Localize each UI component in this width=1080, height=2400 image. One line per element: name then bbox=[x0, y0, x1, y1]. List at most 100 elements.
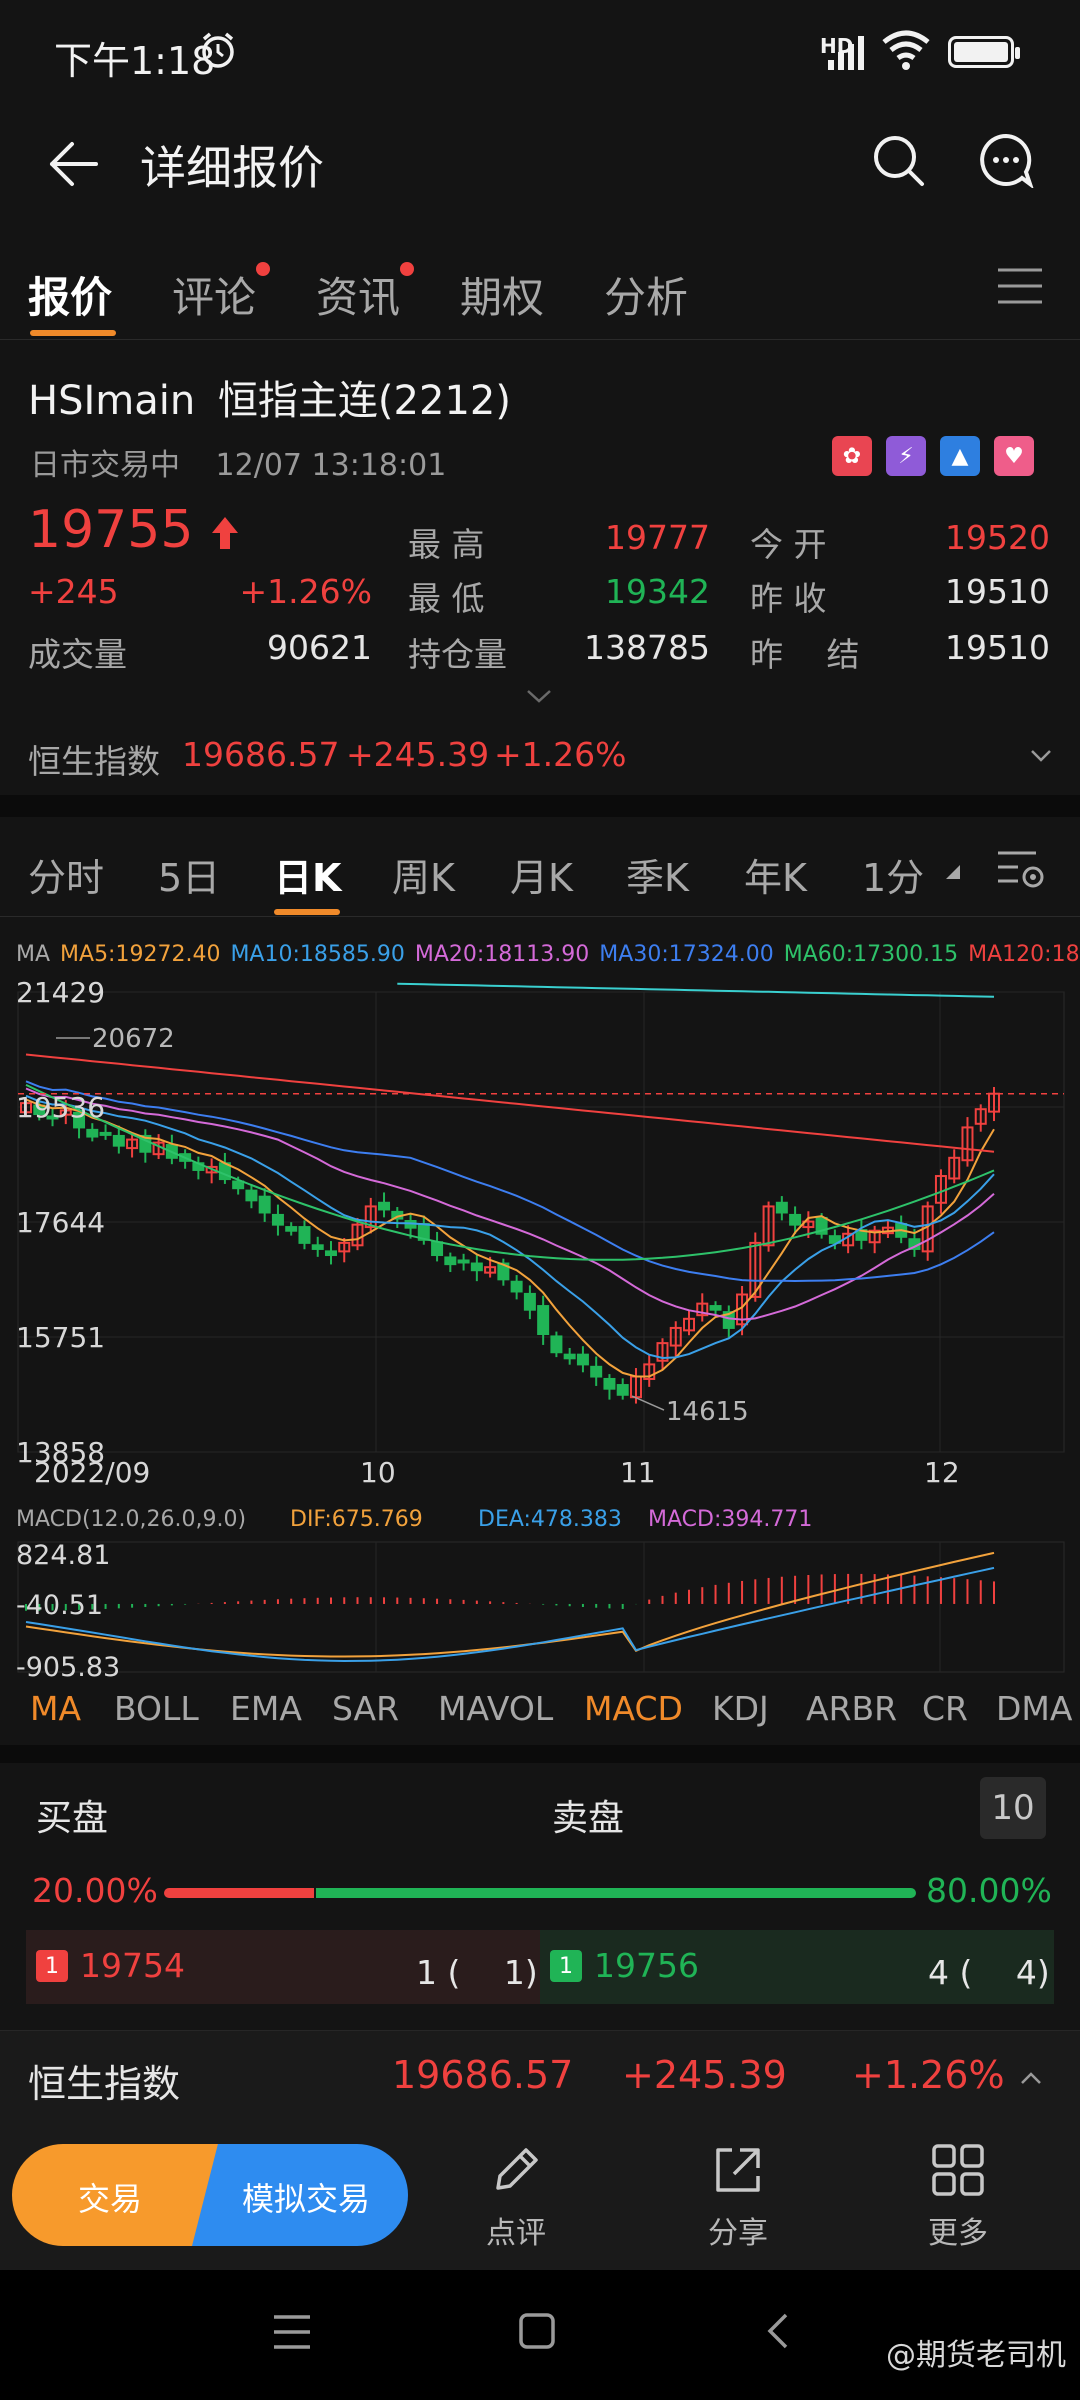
chart-settings-icon[interactable] bbox=[996, 849, 1046, 891]
back-arrow-icon[interactable] bbox=[44, 136, 100, 192]
tab-news[interactable]: 资讯 bbox=[316, 262, 415, 325]
candle-body bbox=[550, 1335, 563, 1354]
indicator-tab-mavol[interactable]: MAVOL bbox=[438, 1689, 554, 1728]
open-value: 19520 bbox=[945, 518, 1050, 557]
dea-line bbox=[25, 1566, 995, 1663]
section-tabs: 报价 评论 资讯 期权 分析 bbox=[0, 240, 1080, 340]
tab-1min[interactable]: 1分 bbox=[862, 847, 924, 902]
candle-body bbox=[73, 1111, 86, 1129]
prev-close-value: 19510 bbox=[945, 572, 1050, 611]
ask-ratio: 80.00% bbox=[926, 1871, 1052, 1910]
open-label: 今 开 bbox=[750, 525, 827, 564]
macd-y-tick-label: -40.51 bbox=[16, 1590, 103, 1621]
trade-button-label: 交易 bbox=[78, 2180, 143, 2218]
last-price: 19755 bbox=[28, 500, 240, 560]
candle-body bbox=[99, 1131, 112, 1136]
macd-y-tick-label: -905.83 bbox=[16, 1652, 120, 1683]
bid-row: 1 19754 1 ( 1) bbox=[26, 1930, 540, 2004]
tab-daily-k[interactable]: 日K bbox=[274, 856, 342, 900]
share-action[interactable]: 分享 bbox=[678, 2142, 798, 2252]
tab-yearly-k[interactable]: 年K bbox=[744, 856, 807, 900]
candle-body bbox=[205, 1165, 218, 1174]
candle-body bbox=[563, 1353, 576, 1360]
recent-apps-icon[interactable] bbox=[272, 2314, 312, 2350]
dropdown-triangle-icon[interactable] bbox=[946, 865, 960, 879]
alarm-icon bbox=[202, 32, 234, 68]
candle-body bbox=[815, 1216, 828, 1235]
index-summary[interactable]: 恒生指数 19686.57 +245.39 +1.26% bbox=[0, 725, 1080, 795]
candle-body bbox=[510, 1280, 523, 1293]
nav-back-icon[interactable] bbox=[766, 2312, 790, 2350]
candle-body bbox=[961, 1126, 974, 1162]
settle-label: 昨 结 bbox=[750, 635, 860, 674]
settle-value: 19510 bbox=[945, 628, 1050, 667]
candle-body bbox=[258, 1195, 271, 1214]
tab-label: 分析 bbox=[604, 273, 689, 322]
trade-button[interactable]: 交易 bbox=[12, 2144, 232, 2246]
candle-body bbox=[338, 1241, 351, 1253]
indicator-tab-boll[interactable]: BOLL bbox=[114, 1689, 199, 1728]
chevron-down-icon[interactable] bbox=[1030, 749, 1052, 763]
grid-icon bbox=[932, 2144, 984, 2196]
index-value: 19686.57 bbox=[182, 735, 340, 774]
indicator-tab-ema[interactable]: EMA bbox=[230, 1689, 302, 1728]
candle-body bbox=[576, 1353, 589, 1366]
tab-quarterly-k[interactable]: 季K bbox=[626, 856, 689, 900]
ma60-line bbox=[25, 1083, 995, 1261]
battery-icon bbox=[948, 36, 1020, 68]
active-chart-tab-indicator bbox=[274, 909, 340, 915]
last-price-value: 19755 bbox=[28, 500, 194, 560]
simulated-trade-button[interactable]: 模拟交易 bbox=[192, 2144, 408, 2246]
comment-action[interactable]: 点评 bbox=[456, 2142, 576, 2252]
volume-label: 成交量 bbox=[28, 635, 127, 674]
x-tick-label: 12 bbox=[924, 1456, 960, 1489]
chat-bubble-icon[interactable] bbox=[978, 132, 1034, 188]
tab-intraday[interactable]: 分时 bbox=[28, 856, 105, 900]
kline-chart[interactable]: MA MA5:19272.40 MA10:18585.90 MA20:18113.90… bbox=[0, 920, 1080, 1740]
candle-body bbox=[762, 1205, 775, 1247]
search-icon[interactable] bbox=[870, 132, 926, 188]
candle-body bbox=[828, 1235, 841, 1244]
tab-5day[interactable]: 5日 bbox=[158, 856, 221, 900]
ask-row: 1 19756 4 ( 4) bbox=[540, 1930, 1054, 2004]
x-tick-label: 10 bbox=[360, 1456, 396, 1489]
indicator-tab-arbr[interactable]: ARBR bbox=[806, 1689, 898, 1728]
tab-options[interactable]: 期权 bbox=[460, 264, 544, 325]
candle-body bbox=[616, 1384, 629, 1396]
session-info: 日市交易中 12/07 13:18:01 bbox=[30, 440, 446, 484]
ma-legend-item: MA60:17300.15 bbox=[783, 942, 959, 967]
macd-y-tick-label: 824.81 bbox=[16, 1540, 110, 1571]
home-icon[interactable] bbox=[518, 2312, 556, 2350]
indicator-tab-macd[interactable]: MACD bbox=[584, 1689, 683, 1728]
chevron-up-icon[interactable] bbox=[1020, 2071, 1042, 2085]
hamburger-menu-icon[interactable] bbox=[996, 266, 1044, 306]
ma-line bbox=[25, 1094, 995, 1360]
depth-selector[interactable]: 10 bbox=[980, 1777, 1046, 1839]
tab-analysis[interactable]: 分析 bbox=[604, 264, 688, 325]
instrument-code: HSImain bbox=[28, 378, 196, 424]
candle-body bbox=[139, 1134, 152, 1153]
indicator-tab-kdj[interactable]: KDJ bbox=[712, 1689, 769, 1728]
bid-ratio: 20.00% bbox=[32, 1871, 158, 1910]
tab-monthly-k[interactable]: 月K bbox=[510, 856, 573, 900]
indicator-tab-ma[interactable]: MA bbox=[30, 1689, 82, 1728]
tab-weekly-k[interactable]: 周K bbox=[392, 856, 455, 900]
tab-comments[interactable]: 评论 bbox=[172, 262, 271, 325]
indicator-tab-sar[interactable]: SAR bbox=[332, 1689, 400, 1728]
status-time: 下午1:18 bbox=[54, 39, 216, 83]
bottom-index-bar[interactable]: 恒生指数 19686.57 +245.39 +1.26% bbox=[0, 2030, 1080, 2120]
status-bar: 下午1:18 HD bbox=[0, 0, 1080, 110]
candle-body bbox=[457, 1259, 470, 1264]
indicator-tab-cr[interactable]: CR bbox=[922, 1689, 968, 1728]
high-annotation: 20672 bbox=[92, 1024, 175, 1054]
expand-chevron-icon[interactable] bbox=[526, 688, 552, 704]
favorite-heart-icon[interactable]: ♥ bbox=[994, 436, 1034, 476]
price-change: +245 bbox=[28, 572, 119, 611]
more-action[interactable]: 更多 bbox=[898, 2142, 1018, 2252]
candle-body bbox=[974, 1108, 987, 1125]
candle-body bbox=[46, 1115, 59, 1120]
indicator-tabs: MA BOLL EMA SAR MAVOL MACD KDJ ARBR CR DMA bbox=[0, 1683, 1080, 1741]
tab-quote[interactable]: 报价 bbox=[28, 264, 112, 325]
lightning-icon: ⚡ bbox=[886, 436, 926, 476]
indicator-tab-dma[interactable]: DMA bbox=[996, 1689, 1073, 1728]
